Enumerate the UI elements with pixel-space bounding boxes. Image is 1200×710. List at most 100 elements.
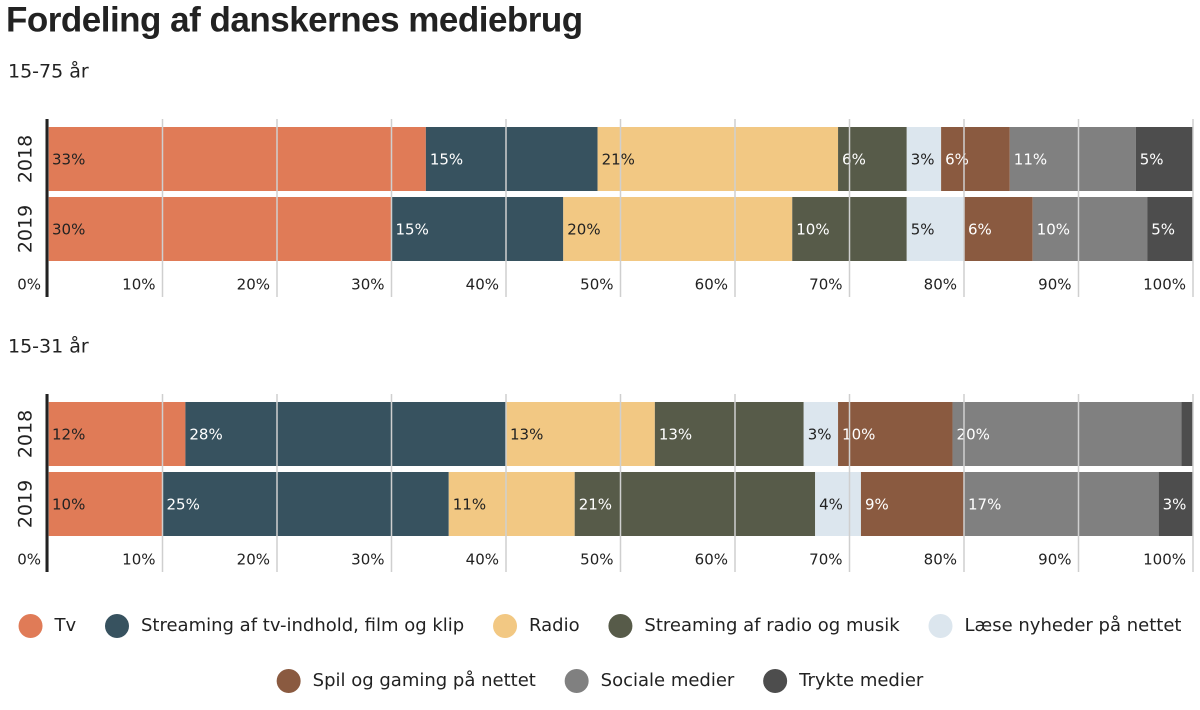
panel-subtitle: 15-31 år: [8, 335, 89, 358]
legend-label: Trykte medier: [798, 670, 924, 691]
chart-title: Fordeling af danskernes mediebrug: [6, 0, 583, 39]
data-label: 10%: [842, 426, 875, 444]
data-label: 15%: [396, 221, 429, 239]
bar-segment: [838, 402, 953, 466]
x-tick-label: 30%: [351, 551, 384, 569]
bar-segment: [162, 472, 449, 536]
bar-segment: [941, 127, 1010, 191]
data-label: 6%: [842, 151, 866, 169]
bar-segment: [448, 472, 575, 536]
data-label: 21%: [579, 496, 612, 514]
legend-label: Læse nyheder på nettet: [965, 615, 1182, 636]
data-label: 10%: [52, 496, 85, 514]
bar-segment: [574, 472, 816, 536]
legend-swatch: [608, 614, 633, 638]
legend-label: Radio: [529, 615, 580, 636]
bar-segment: [597, 127, 839, 191]
data-label: 10%: [1037, 221, 1070, 239]
data-label: 13%: [659, 426, 692, 444]
data-label: 33%: [52, 151, 85, 169]
y-tick-label: 2019: [15, 205, 37, 253]
x-tick-label: 60%: [695, 276, 728, 294]
bar-segment: [1009, 127, 1136, 191]
legend-swatch: [276, 669, 301, 693]
legend-swatch: [493, 614, 518, 638]
x-tick-label: 60%: [695, 551, 728, 569]
legend-label: Streaming af tv-indhold, film og klip: [141, 615, 464, 636]
data-label: 20%: [957, 426, 990, 444]
data-label: 20%: [567, 221, 600, 239]
bar-segment: [1032, 197, 1148, 261]
data-label: 21%: [602, 151, 635, 169]
data-label: 6%: [945, 151, 969, 169]
bar-segment: [563, 197, 793, 261]
x-tick-label: 80%: [924, 276, 957, 294]
x-tick-label: 100%: [1143, 551, 1186, 569]
data-label: 6%: [968, 221, 992, 239]
x-tick-label: 10%: [122, 551, 155, 569]
data-label: 12%: [52, 426, 85, 444]
y-tick-label: 2018: [15, 135, 37, 183]
bar-segment: [1158, 472, 1193, 536]
data-label: 11%: [453, 496, 486, 514]
bar-segment: [803, 402, 839, 466]
bar-segment: [1147, 197, 1193, 261]
bar-segment: [1181, 402, 1193, 466]
x-tick-label: 50%: [580, 276, 613, 294]
bar-segment: [48, 472, 163, 536]
x-tick-label: 0%: [17, 276, 41, 294]
x-tick-label: 80%: [924, 551, 957, 569]
bar-segment: [815, 472, 861, 536]
data-label: 3%: [808, 426, 832, 444]
legend-swatch: [928, 614, 953, 638]
legend-swatch: [763, 669, 788, 693]
legend-label: Sociale medier: [601, 670, 735, 691]
bar-segment: [964, 472, 1159, 536]
bar-segment: [906, 197, 964, 261]
x-tick-label: 90%: [1038, 551, 1071, 569]
bar-segment: [48, 197, 392, 261]
x-tick-label: 10%: [122, 276, 155, 294]
bar-segment: [48, 127, 426, 191]
legend-swatch: [104, 614, 129, 638]
bar-segment: [906, 127, 942, 191]
y-tick-label: 2019: [15, 480, 37, 528]
data-label: 5%: [1140, 151, 1164, 169]
data-label: 3%: [911, 151, 935, 169]
bar-segment: [185, 402, 506, 466]
data-label: 10%: [796, 221, 829, 239]
data-label: 3%: [1163, 496, 1187, 514]
bar-segment: [654, 402, 804, 466]
legend-label: Streaming af radio og musik: [644, 615, 900, 636]
x-tick-label: 70%: [809, 551, 842, 569]
plot-area: 33% 15% 21% 6% 3% 6% 11% 5% 30% 15% 20% 10% 5% 6% 10% 5…: [48, 127, 1193, 536]
data-label: 4%: [819, 496, 843, 514]
data-label: 28%: [189, 426, 222, 444]
data-label: 15%: [430, 151, 463, 169]
x-tick-label: 30%: [351, 276, 384, 294]
x-tick-label: 20%: [237, 276, 270, 294]
bar-segment: [391, 197, 564, 261]
data-label: 5%: [911, 221, 935, 239]
panel-subtitle: 15-75 år: [8, 60, 89, 83]
legend-swatch: [564, 669, 589, 693]
data-label: 30%: [52, 221, 85, 239]
y-tick-label: 2018: [15, 410, 37, 458]
x-tick-label: 0%: [17, 551, 41, 569]
legend-swatch: [18, 614, 43, 638]
data-label: 13%: [510, 426, 543, 444]
bar-segment: [506, 402, 655, 466]
legend-label: Tv: [54, 615, 77, 636]
x-tick-label: 40%: [466, 276, 499, 294]
bar-segment: [1135, 127, 1193, 191]
x-tick-label: 40%: [466, 551, 499, 569]
x-tick-label: 20%: [237, 551, 270, 569]
data-label: 17%: [968, 496, 1001, 514]
x-tick-label: 50%: [580, 551, 613, 569]
x-tick-label: 100%: [1143, 276, 1186, 294]
bar-segment: [860, 472, 964, 536]
bar-segment: [952, 402, 1182, 466]
data-label: 25%: [167, 496, 200, 514]
bar-segment: [425, 127, 598, 191]
